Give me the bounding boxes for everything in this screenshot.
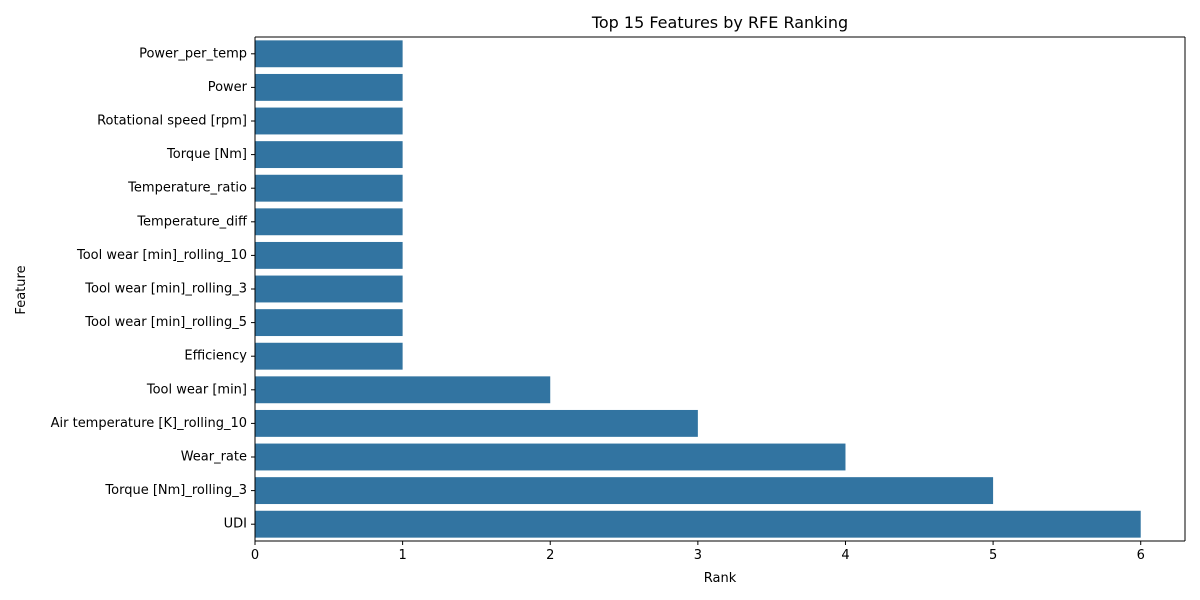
bar (255, 208, 403, 236)
bar (255, 409, 698, 437)
bar (255, 477, 994, 505)
x-tick-label: 1 (398, 548, 406, 563)
bar (255, 275, 403, 303)
y-tick-label: Torque [Nm] (166, 147, 247, 162)
bar (255, 40, 403, 68)
x-tick-label: 2 (546, 548, 554, 563)
bar (255, 443, 846, 471)
x-tick-label: 3 (694, 548, 702, 563)
bar (255, 510, 1141, 538)
chart-title: Top 15 Features by RFE Ranking (591, 13, 848, 32)
bar (255, 141, 403, 169)
y-tick-label: Tool wear [min]_rolling_10 (76, 248, 247, 263)
bar (255, 73, 403, 101)
y-tick-label: Temperature_diff (136, 214, 248, 229)
y-tick-label: Wear_rate (181, 450, 247, 465)
y-tick-label: Tool wear [min] (146, 382, 247, 397)
x-tick-label: 4 (841, 548, 849, 563)
bar (255, 107, 403, 135)
bar (255, 342, 403, 370)
x-tick-label: 6 (1137, 548, 1145, 563)
y-tick-label: Tool wear [min]_rolling_3 (84, 282, 247, 297)
bar (255, 309, 403, 337)
y-tick-label: Tool wear [min]_rolling_5 (84, 315, 247, 330)
x-axis-label: Rank (704, 571, 737, 586)
y-tick-label: Torque [Nm]_rolling_3 (104, 483, 247, 498)
y-tick-label: Temperature_ratio (127, 181, 247, 196)
x-tick-label: 0 (251, 548, 259, 563)
y-tick-label: Rotational speed [rpm] (97, 114, 247, 129)
y-axis-label: Feature (14, 265, 29, 314)
y-tick-label: Power (208, 80, 248, 95)
bar (255, 174, 403, 202)
y-tick-label: Air temperature [K]_rolling_10 (51, 416, 247, 431)
ticks-layer: Power_per_temp Power Rotational speed [rpm… (51, 46, 1145, 563)
y-tick-label: Efficiency (184, 349, 247, 364)
y-tick-label: Power_per_temp (139, 46, 247, 61)
bar (255, 376, 551, 404)
x-tick-label: 5 (989, 548, 997, 563)
bar (255, 241, 403, 269)
bars-layer (255, 40, 1141, 538)
y-tick-label: UDI (224, 517, 247, 532)
